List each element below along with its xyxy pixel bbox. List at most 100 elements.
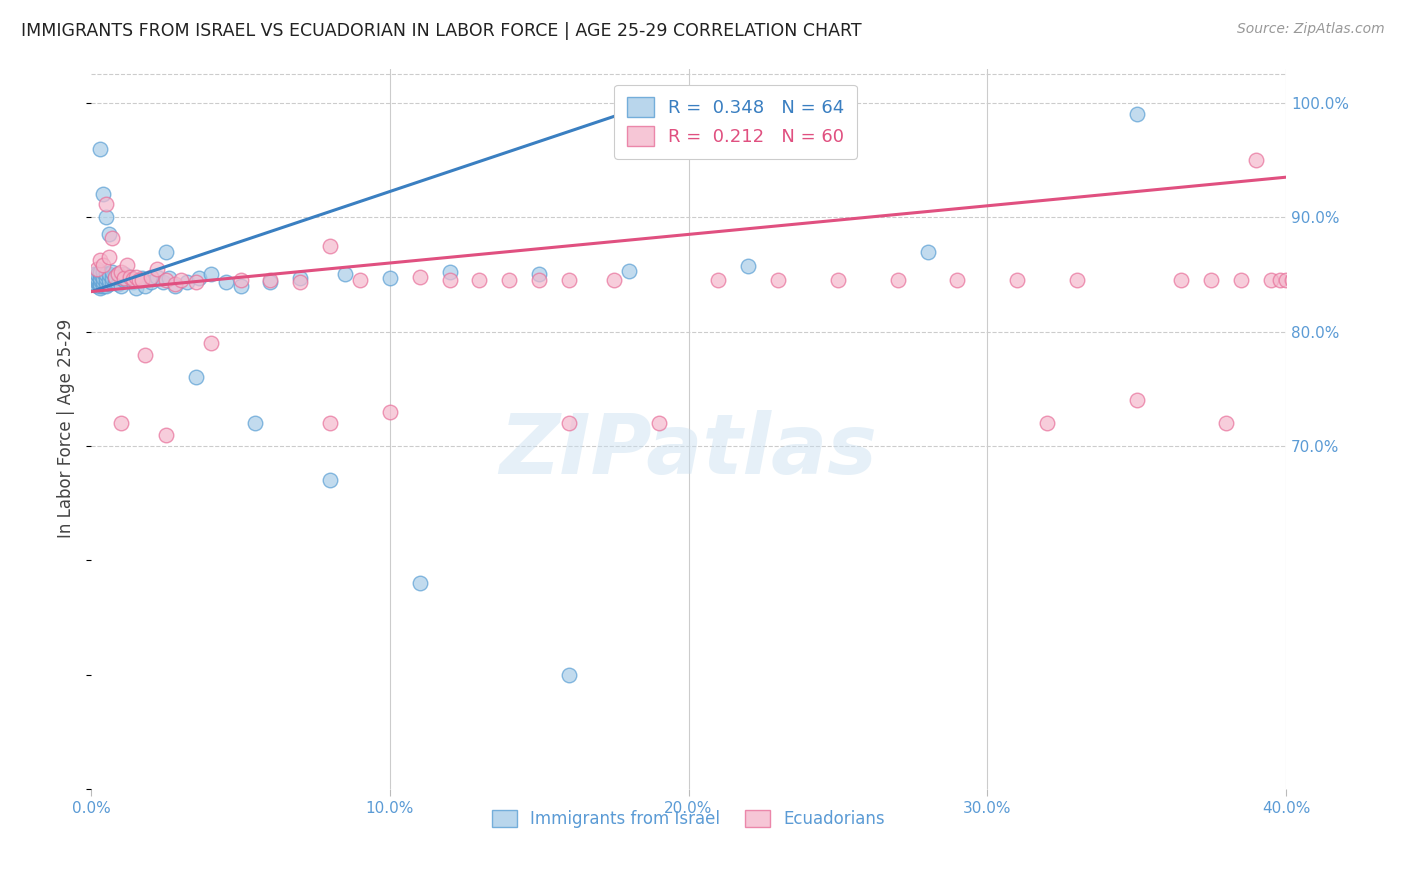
- Point: [707, 273, 730, 287]
- Point: [409, 269, 432, 284]
- Point: [766, 273, 789, 287]
- Point: [118, 269, 141, 284]
- Point: [176, 276, 198, 290]
- Point: [439, 273, 461, 287]
- Point: [290, 276, 312, 290]
- Point: [101, 271, 124, 285]
- Point: [91, 276, 114, 290]
- Point: [558, 416, 581, 430]
- Point: [349, 273, 371, 287]
- Point: [1364, 273, 1386, 287]
- Point: [409, 576, 432, 591]
- Point: [155, 427, 177, 442]
- Point: [1170, 273, 1192, 287]
- Point: [529, 268, 551, 282]
- Point: [152, 276, 174, 290]
- Point: [86, 261, 108, 276]
- Point: [229, 278, 252, 293]
- Point: [1289, 273, 1312, 287]
- Point: [1281, 273, 1303, 287]
- Point: [118, 269, 141, 284]
- Point: [110, 278, 132, 293]
- Point: [647, 416, 669, 430]
- Point: [529, 273, 551, 287]
- Point: [1215, 416, 1237, 430]
- Point: [319, 416, 342, 430]
- Point: [104, 276, 127, 290]
- Text: Source: ZipAtlas.com: Source: ZipAtlas.com: [1237, 22, 1385, 37]
- Point: [378, 405, 401, 419]
- Text: IMMIGRANTS FROM ISRAEL VS ECUADORIAN IN LABOR FORCE | AGE 25-29 CORRELATION CHAR: IMMIGRANTS FROM ISRAEL VS ECUADORIAN IN …: [21, 22, 862, 40]
- Point: [86, 268, 108, 282]
- Point: [125, 269, 148, 284]
- Point: [86, 271, 108, 285]
- Point: [603, 273, 626, 287]
- Point: [91, 278, 114, 293]
- Point: [89, 142, 111, 156]
- Point: [157, 271, 180, 285]
- Point: [83, 268, 105, 282]
- Point: [1125, 107, 1147, 121]
- Point: [89, 265, 111, 279]
- Point: [91, 271, 114, 285]
- Point: [155, 244, 177, 259]
- Point: [104, 271, 127, 285]
- Point: [170, 273, 193, 287]
- Point: [89, 281, 111, 295]
- Point: [259, 276, 281, 290]
- Point: [112, 268, 135, 282]
- Point: [98, 277, 121, 291]
- Point: [378, 271, 401, 285]
- Point: [98, 268, 121, 282]
- Point: [89, 277, 111, 291]
- Point: [89, 273, 111, 287]
- Point: [1275, 273, 1298, 287]
- Point: [128, 273, 150, 287]
- Point: [1244, 153, 1267, 167]
- Point: [86, 276, 108, 290]
- Point: [1268, 273, 1291, 287]
- Point: [94, 278, 117, 293]
- Point: [187, 271, 209, 285]
- Point: [86, 273, 108, 287]
- Point: [89, 278, 111, 293]
- Point: [101, 231, 124, 245]
- Legend: Immigrants from Israel, Ecuadorians: Immigrants from Israel, Ecuadorians: [485, 804, 891, 835]
- Y-axis label: In Labor Force | Age 25-29: In Labor Force | Age 25-29: [58, 319, 75, 539]
- Point: [737, 260, 759, 274]
- Point: [1066, 273, 1088, 287]
- Point: [558, 273, 581, 287]
- Point: [1299, 176, 1322, 190]
- Point: [89, 268, 111, 282]
- Point: [1230, 273, 1253, 287]
- Point: [104, 269, 127, 284]
- Point: [617, 264, 640, 278]
- Point: [558, 668, 581, 682]
- Point: [319, 239, 342, 253]
- Point: [89, 252, 111, 267]
- Point: [259, 273, 281, 287]
- Point: [917, 244, 939, 259]
- Point: [94, 271, 117, 285]
- Point: [1305, 273, 1327, 287]
- Point: [498, 273, 520, 287]
- Point: [184, 370, 207, 384]
- Point: [827, 273, 849, 287]
- Point: [1036, 416, 1059, 430]
- Point: [333, 268, 356, 282]
- Point: [214, 276, 236, 290]
- Point: [115, 258, 138, 272]
- Point: [94, 276, 117, 290]
- Point: [163, 278, 186, 293]
- Point: [1334, 273, 1357, 287]
- Point: [319, 474, 342, 488]
- Point: [229, 273, 252, 287]
- Point: [1260, 273, 1282, 287]
- Point: [115, 273, 138, 287]
- Point: [134, 278, 156, 293]
- Point: [83, 269, 105, 284]
- Point: [110, 271, 132, 285]
- Point: [112, 271, 135, 285]
- Point: [163, 277, 186, 291]
- Point: [131, 271, 153, 285]
